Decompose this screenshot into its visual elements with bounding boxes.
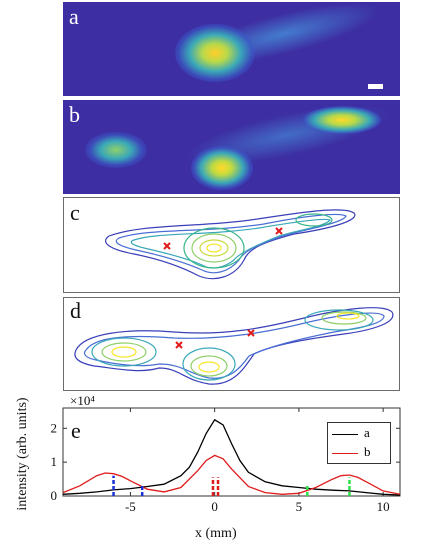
legend-item-a: a xyxy=(332,425,390,443)
scale-bar xyxy=(368,84,383,89)
y-multiplier: ×10⁴ xyxy=(70,393,95,408)
panel-label-b: b xyxy=(69,102,80,127)
panel-label-c: c xyxy=(70,200,80,225)
x-axis-label: x (mm) xyxy=(195,526,237,541)
legend-label-b: b xyxy=(364,444,371,459)
beam-spot-b-center xyxy=(191,146,253,190)
x-tick-label-2: 5 xyxy=(296,499,303,514)
legend-swatch-a xyxy=(332,434,358,435)
panel-label-d: d xyxy=(70,298,81,323)
legend-item-b: b xyxy=(332,444,390,462)
y-tick-label-0: 0 xyxy=(51,488,58,503)
image-panel-a: a xyxy=(63,2,400,96)
x-tick-label-0: -5 xyxy=(125,499,136,514)
image-panel-b: b xyxy=(63,100,400,194)
contour-panel-d: d xyxy=(63,297,400,391)
contour-plot-d xyxy=(74,307,394,385)
x-tick-label-1: 0 xyxy=(211,499,218,514)
beam-spot-b-right xyxy=(303,106,381,134)
panel-label-a: a xyxy=(69,4,79,29)
y-axis-label: intensity (arb. units) xyxy=(15,397,30,511)
series-line-a xyxy=(62,418,401,496)
contour-plot-c xyxy=(104,209,356,280)
legend-swatch-b xyxy=(332,453,358,454)
beam-spot-b-left xyxy=(85,132,147,168)
legend: a b xyxy=(327,422,391,464)
plot-frame xyxy=(62,407,401,497)
legend-label-a: a xyxy=(364,425,370,440)
contour-panel-c: c xyxy=(63,197,400,293)
x-tick-label-3: 10 xyxy=(377,499,390,514)
series-line-b xyxy=(62,454,401,495)
saddle-markers-c xyxy=(163,227,283,250)
beam-spot-a xyxy=(175,24,255,82)
y-tick-label-2: 2 xyxy=(51,420,58,435)
saddle-markers-d xyxy=(175,329,255,349)
y-tick-label-1: 1 xyxy=(51,454,58,469)
panel-label-e: e xyxy=(71,418,81,443)
